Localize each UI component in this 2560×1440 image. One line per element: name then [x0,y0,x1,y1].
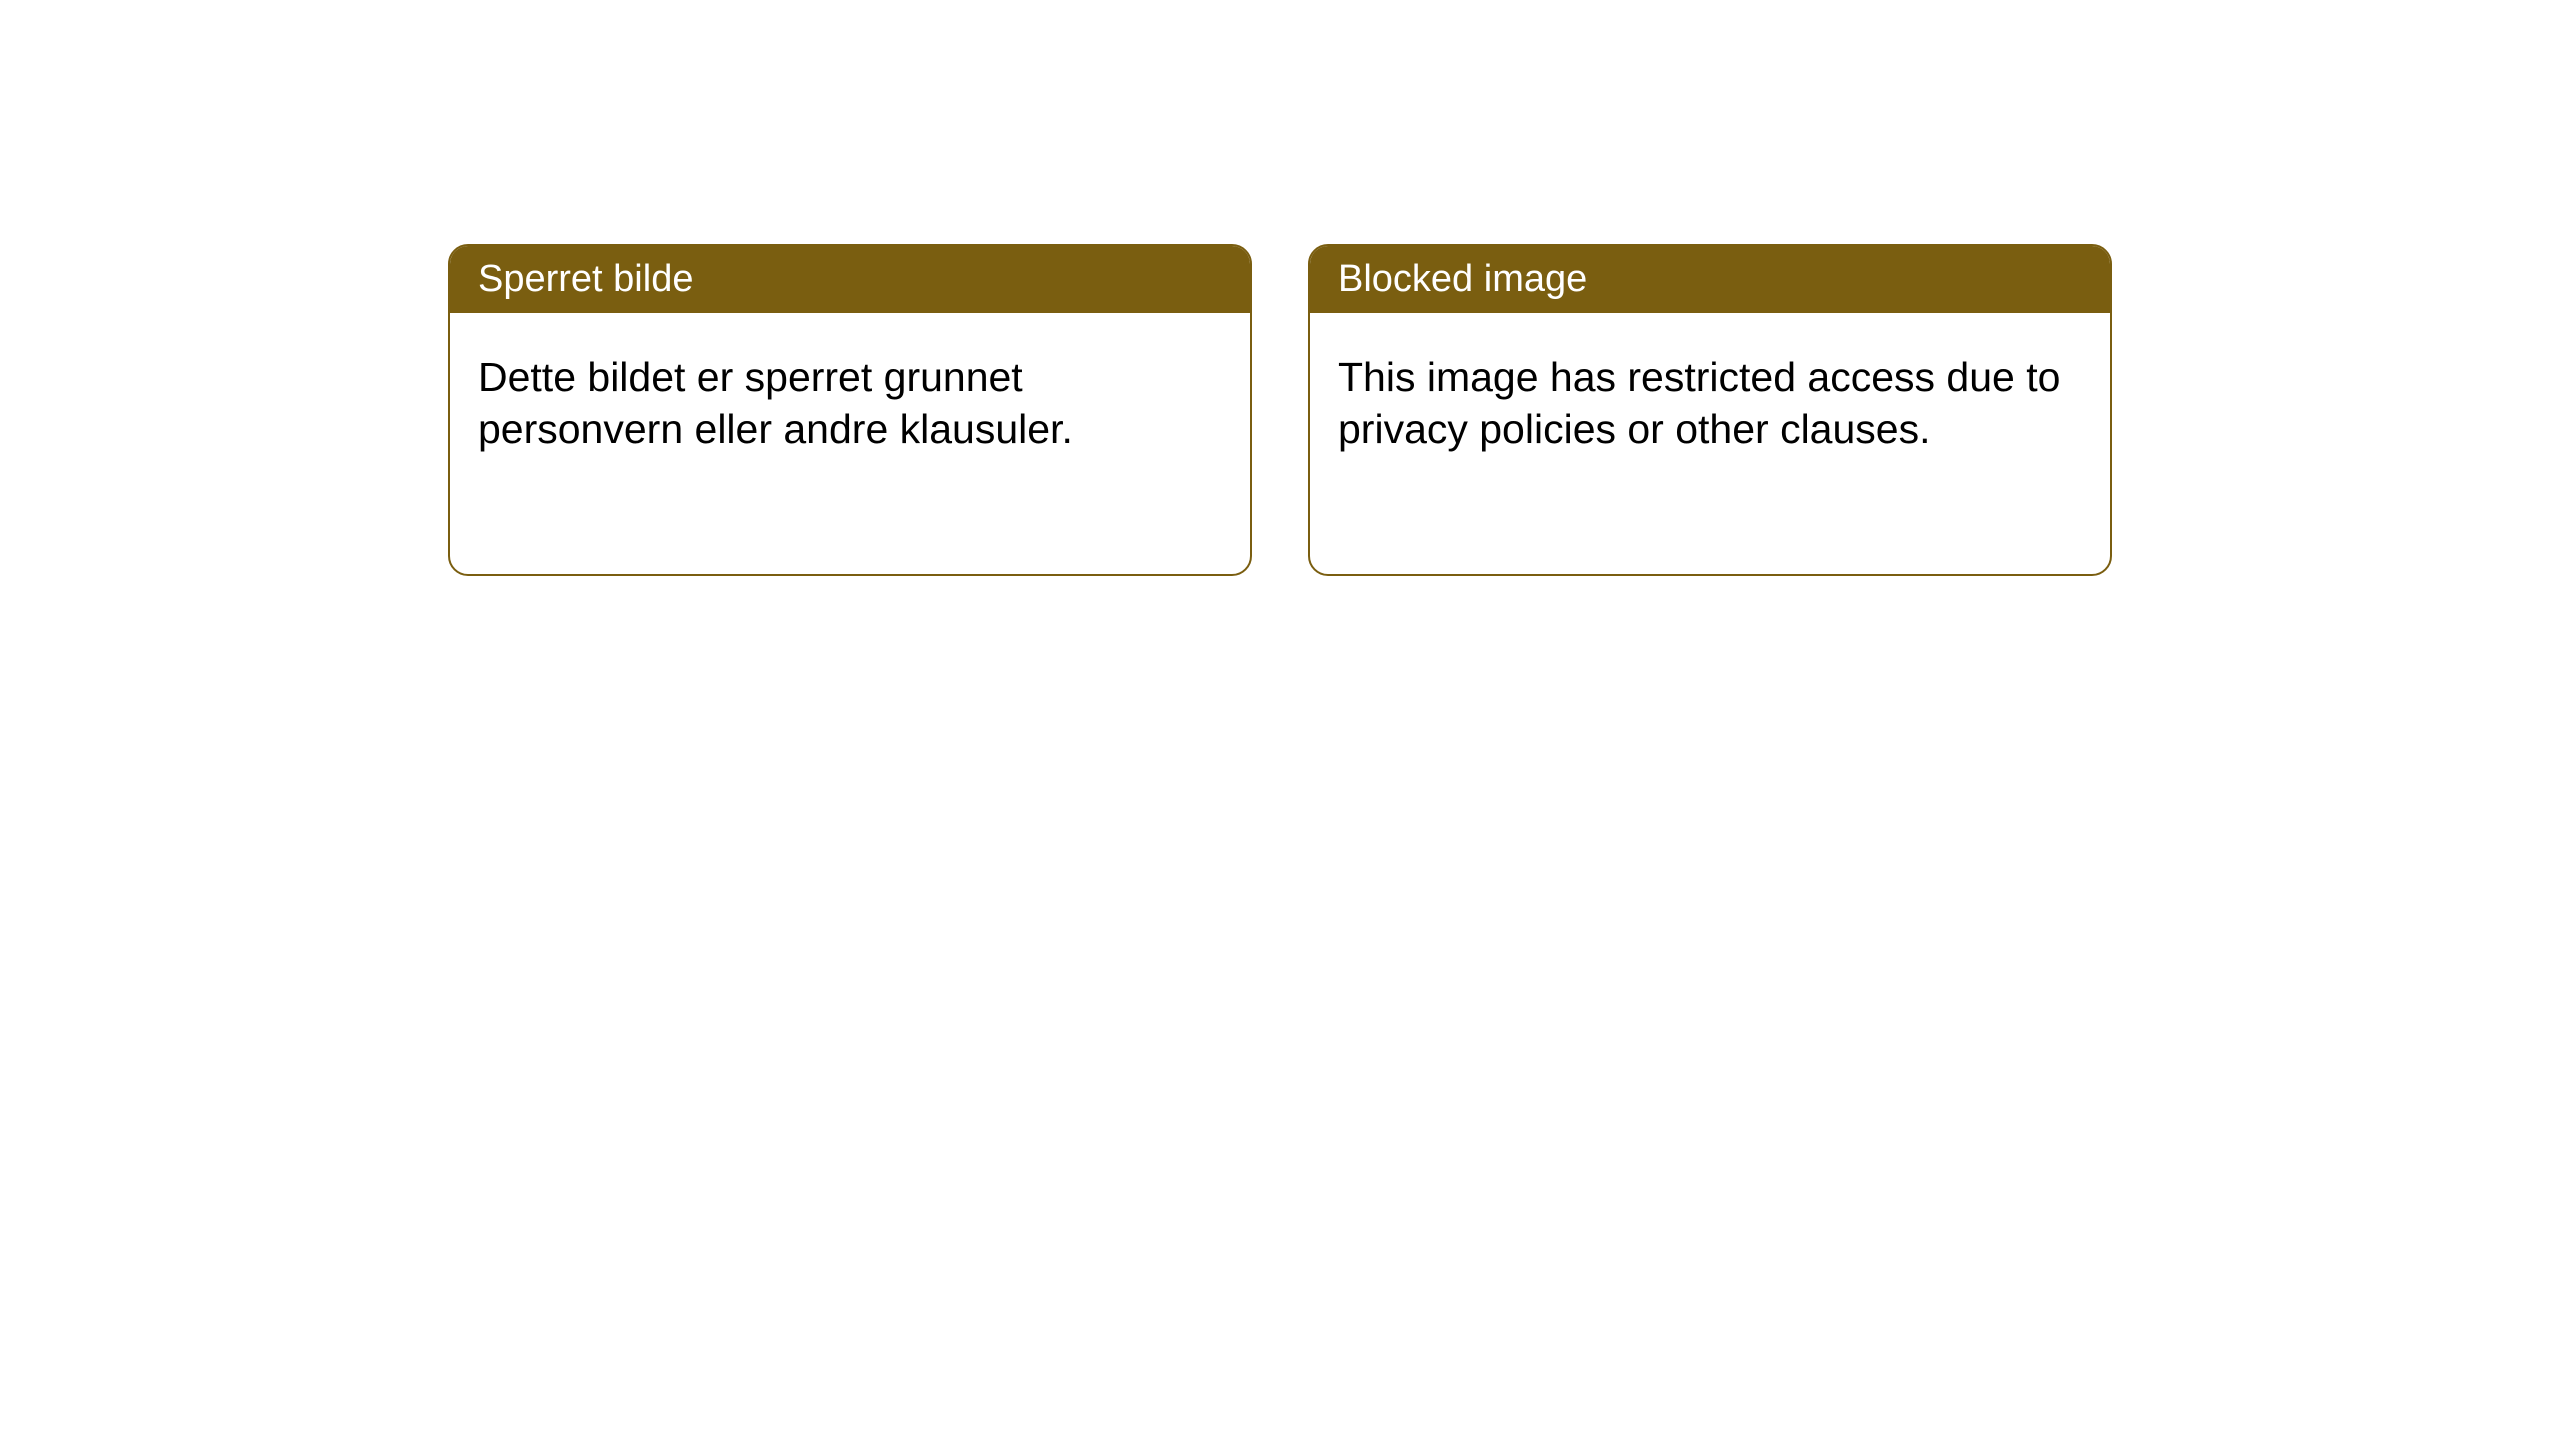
notice-message: Dette bildet er sperret grunnet personve… [478,354,1073,452]
notice-container: Sperret bilde Dette bildet er sperret gr… [0,0,2560,576]
notice-card-norwegian: Sperret bilde Dette bildet er sperret gr… [448,244,1252,576]
notice-title: Sperret bilde [478,258,693,300]
notice-card-english: Blocked image This image has restricted … [1308,244,2112,576]
notice-card-body: This image has restricted access due to … [1310,313,2110,494]
notice-message: This image has restricted access due to … [1338,354,2060,452]
notice-card-header: Blocked image [1310,246,2110,313]
notice-card-body: Dette bildet er sperret grunnet personve… [450,313,1250,494]
notice-card-header: Sperret bilde [450,246,1250,313]
notice-title: Blocked image [1338,258,1587,300]
